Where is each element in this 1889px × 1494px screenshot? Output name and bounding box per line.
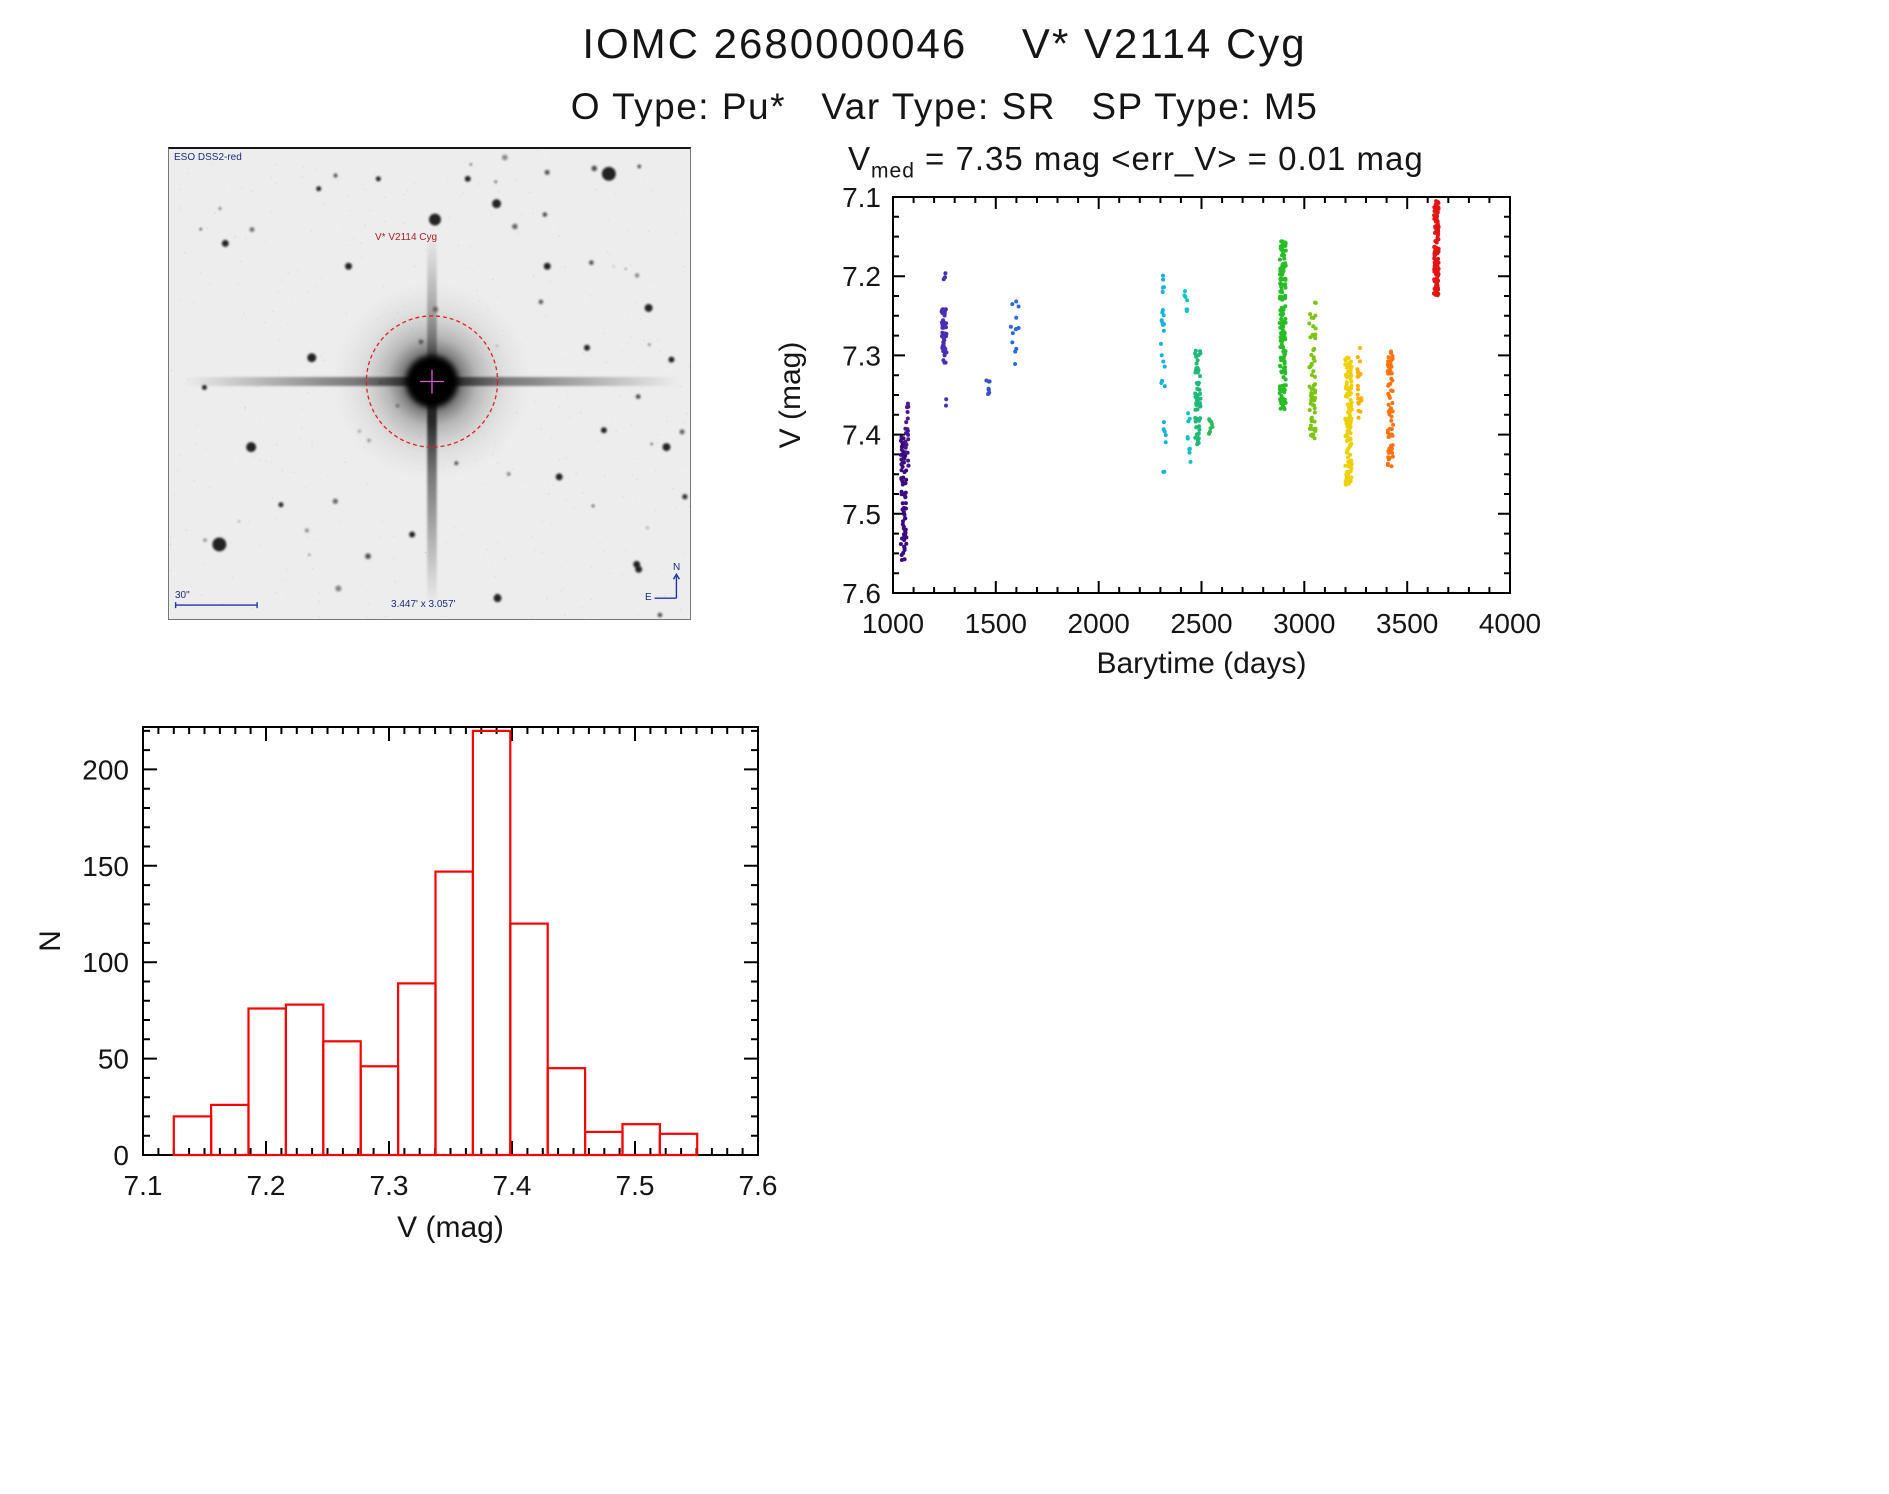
svg-text:7.4: 7.4 <box>842 420 881 451</box>
svg-text:7.6: 7.6 <box>842 578 881 609</box>
finder-image <box>169 149 690 619</box>
svg-text:3500: 3500 <box>1376 608 1438 639</box>
page-title: IOMC 2680000046 V* V2114 Cyg <box>582 20 1307 67</box>
compass-east-label: E <box>645 592 652 603</box>
svg-text:2000: 2000 <box>1068 608 1130 639</box>
survey-label: ESO DSS2-red <box>174 152 242 163</box>
lightcurve-title: Vmed = 7.35 mag <err_V> = 0.01 mag <box>848 140 1424 184</box>
lc-xlabel: Barytime (days) <box>1096 647 1306 680</box>
svg-text:7.2: 7.2 <box>842 261 881 292</box>
finder-annotations <box>174 572 681 609</box>
svg-text:4000: 4000 <box>1479 608 1541 639</box>
target-crosshair <box>420 369 444 394</box>
lc-labels: 1000 1500 2000 2500 3000 3500 4000 7.1 7.2 7.3 7.4… <box>774 182 1541 680</box>
svg-text:0: 0 <box>113 1140 129 1171</box>
svg-text:7.5: 7.5 <box>842 499 881 530</box>
target-marker-circle <box>365 315 499 448</box>
hist-axes <box>142 726 759 1156</box>
lightcurve-title-v: V <box>848 140 872 177</box>
finder-chart: ESO DSS2-red V* V2114 Cyg 30" 3.447' x 3… <box>168 147 691 620</box>
lightcurve-title-sub: med <box>871 159 915 183</box>
lc-axes <box>892 196 1511 594</box>
svg-text:1000: 1000 <box>862 608 924 639</box>
fov-label: 3.447' x 3.057' <box>391 599 456 610</box>
lc-points <box>898 199 1441 562</box>
svg-text:7.1: 7.1 <box>842 182 881 213</box>
svg-text:200: 200 <box>82 754 129 785</box>
target-star <box>183 234 679 605</box>
histogram-plot: 7.1 7.2 7.3 7.4 7.5 7.6 0 50 100 150 200 V (mag) N <box>34 726 777 1244</box>
svg-text:7.6: 7.6 <box>739 1170 778 1201</box>
svg-text:100: 100 <box>82 947 129 978</box>
scale-bar <box>174 602 258 609</box>
page-subtitle: O Type: Pu* Var Type: SR SP Type: M5 <box>570 86 1319 127</box>
compass <box>654 572 681 599</box>
hist-ylabel: N <box>34 930 67 952</box>
svg-text:50: 50 <box>98 1044 129 1075</box>
lightcurve-title-rest: = 7.35 mag <err_V> = 0.01 mag <box>914 140 1424 177</box>
svg-text:7.2: 7.2 <box>247 1170 286 1201</box>
hist-labels: 7.1 7.2 7.3 7.4 7.5 7.6 0 50 100 150 200 V (mag) N <box>34 754 777 1244</box>
lightcurve-plot: 1000 1500 2000 2500 3000 3500 4000 7.1 7.2 7.3 7.4… <box>774 182 1541 680</box>
svg-text:150: 150 <box>82 851 129 882</box>
svg-text:7.5: 7.5 <box>616 1170 655 1201</box>
svg-text:7.1: 7.1 <box>124 1170 163 1201</box>
svg-text:1500: 1500 <box>965 608 1027 639</box>
target-label: V* V2114 Cyg <box>375 232 438 243</box>
hist-bars <box>172 729 699 1157</box>
svg-text:7.3: 7.3 <box>370 1170 409 1201</box>
svg-text:7.4: 7.4 <box>493 1170 532 1201</box>
hist-xlabel: V (mag) <box>397 1211 504 1244</box>
lc-ylabel: V (mag) <box>774 342 807 449</box>
scale-bar-label: 30" <box>175 590 190 601</box>
svg-text:7.3: 7.3 <box>842 340 881 371</box>
compass-north-label: N <box>673 562 681 573</box>
background-stars <box>199 154 688 618</box>
svg-text:3000: 3000 <box>1273 608 1335 639</box>
svg-text:2500: 2500 <box>1170 608 1232 639</box>
